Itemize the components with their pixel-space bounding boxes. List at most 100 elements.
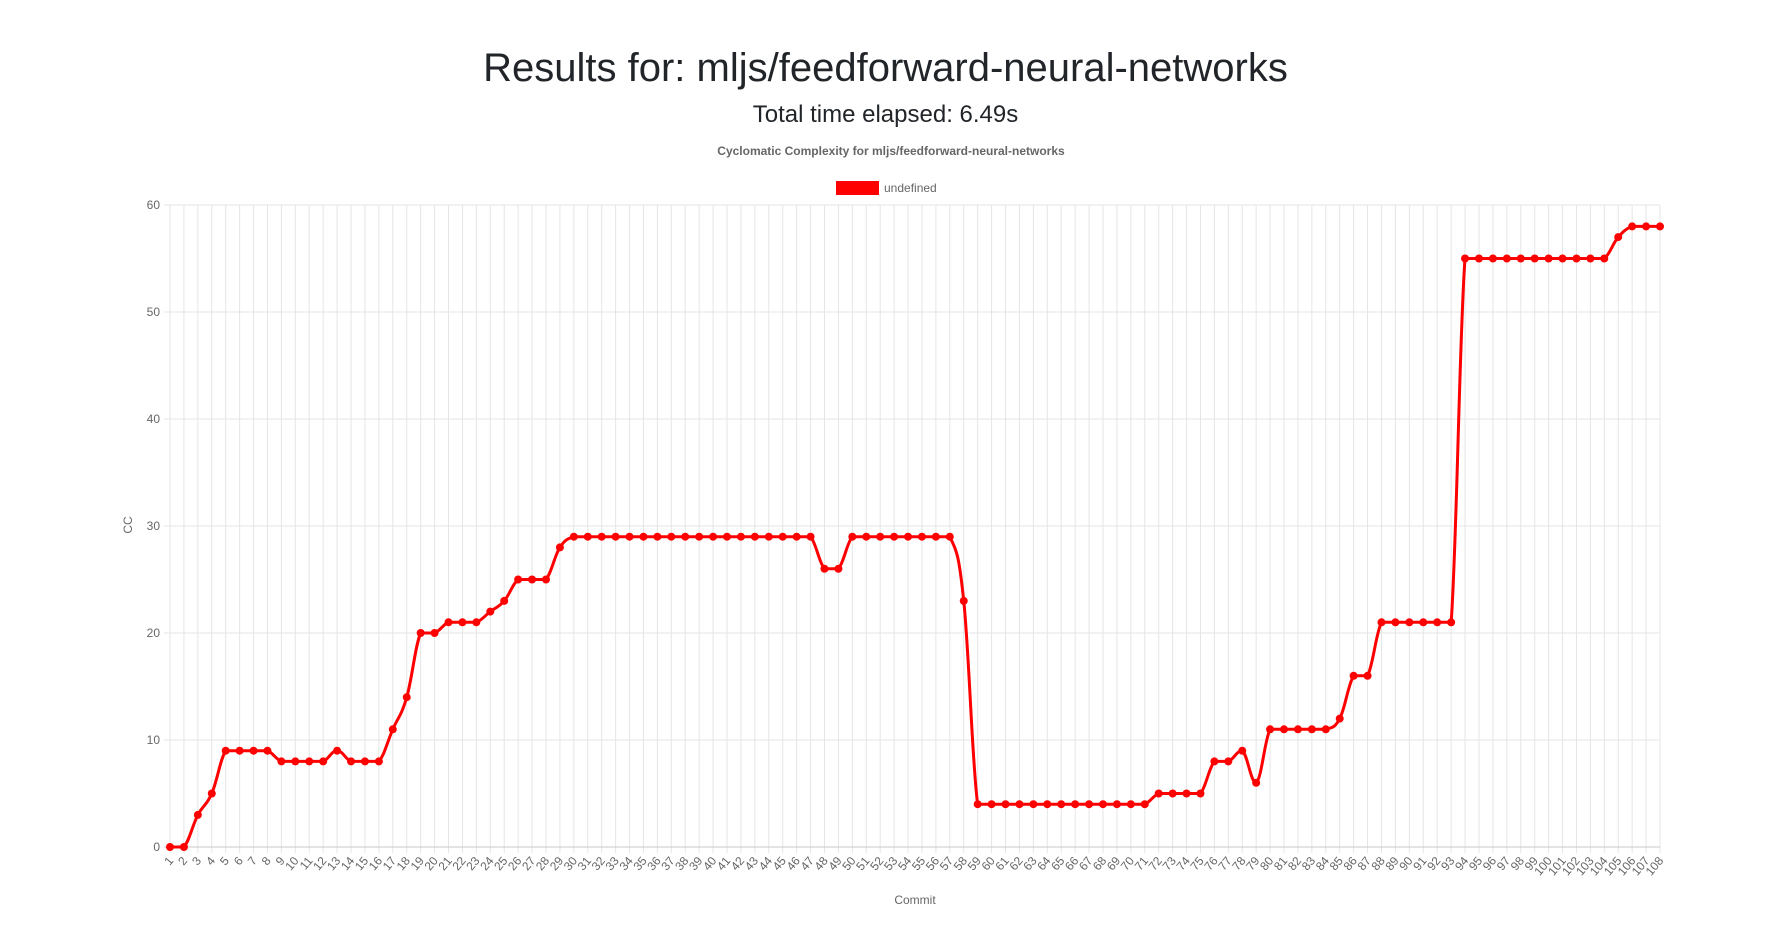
data-point[interactable] [987, 800, 996, 809]
data-point[interactable] [374, 757, 383, 766]
data-point[interactable] [1363, 671, 1372, 680]
data-point[interactable] [778, 532, 787, 541]
data-point[interactable] [444, 618, 453, 627]
data-point[interactable] [583, 532, 592, 541]
data-point[interactable] [667, 532, 676, 541]
data-point[interactable] [360, 757, 369, 766]
data-point[interactable] [1349, 671, 1358, 680]
data-point[interactable] [1154, 789, 1163, 798]
data-point[interactable] [388, 725, 397, 734]
data-point[interactable] [806, 532, 815, 541]
data-point[interactable] [1461, 254, 1470, 263]
data-point[interactable] [848, 532, 857, 541]
data-point[interactable] [1071, 800, 1080, 809]
data-point[interactable] [1266, 725, 1275, 734]
data-point[interactable] [723, 532, 732, 541]
data-point[interactable] [347, 757, 356, 766]
data-point[interactable] [1530, 254, 1539, 263]
data-point[interactable] [1210, 757, 1219, 766]
data-point[interactable] [166, 843, 174, 851]
data-point[interactable] [681, 532, 690, 541]
data-point[interactable] [1433, 618, 1442, 627]
data-point[interactable] [472, 618, 481, 627]
data-point[interactable] [486, 607, 495, 616]
data-point[interactable] [1293, 725, 1302, 734]
data-point[interactable] [319, 757, 328, 766]
data-point[interactable] [1614, 233, 1623, 242]
data-point[interactable] [1307, 725, 1316, 734]
data-point[interactable] [305, 757, 314, 766]
data-point[interactable] [792, 532, 801, 541]
data-point[interactable] [1558, 254, 1567, 263]
data-point[interactable] [555, 543, 564, 552]
data-point[interactable] [1168, 789, 1177, 798]
data-point[interactable] [1043, 800, 1052, 809]
data-point[interactable] [1057, 800, 1066, 809]
data-point[interactable] [750, 532, 759, 541]
data-point[interactable] [1238, 746, 1247, 755]
data-point[interactable] [1182, 789, 1191, 798]
data-point[interactable] [959, 596, 968, 605]
data-point[interactable] [193, 810, 202, 819]
data-point[interactable] [1502, 254, 1511, 263]
data-point[interactable] [1140, 800, 1149, 809]
data-point[interactable] [1391, 618, 1400, 627]
data-point[interactable] [1586, 254, 1595, 263]
data-point[interactable] [1029, 800, 1038, 809]
data-point[interactable] [931, 532, 940, 541]
data-point[interactable] [973, 800, 982, 809]
data-point[interactable] [820, 564, 829, 573]
data-point[interactable] [207, 789, 216, 798]
data-point[interactable] [1196, 789, 1205, 798]
data-point[interactable] [249, 746, 258, 755]
data-point[interactable] [1377, 618, 1386, 627]
data-point[interactable] [528, 575, 537, 584]
data-point[interactable] [1335, 714, 1344, 723]
data-point[interactable] [221, 746, 230, 755]
data-point[interactable] [1001, 800, 1010, 809]
data-point[interactable] [1126, 800, 1135, 809]
data-point[interactable] [1488, 254, 1497, 263]
data-point[interactable] [179, 843, 188, 851]
data-point[interactable] [736, 532, 745, 541]
data-point[interactable] [1321, 725, 1330, 734]
data-point[interactable] [402, 693, 411, 702]
data-point[interactable] [834, 564, 843, 573]
data-point[interactable] [1544, 254, 1553, 263]
data-point[interactable] [1280, 725, 1289, 734]
data-point[interactable] [458, 618, 467, 627]
data-point[interactable] [1224, 757, 1233, 766]
data-point[interactable] [1419, 618, 1428, 627]
legend[interactable]: undefined [836, 181, 937, 195]
data-point[interactable] [1405, 618, 1414, 627]
data-point[interactable] [1085, 800, 1094, 809]
data-point[interactable] [1447, 618, 1456, 627]
data-point[interactable] [1015, 800, 1024, 809]
data-point[interactable] [695, 532, 704, 541]
data-point[interactable] [639, 532, 648, 541]
data-point[interactable] [862, 532, 871, 541]
data-point[interactable] [1098, 800, 1107, 809]
data-point[interactable] [291, 757, 300, 766]
data-point[interactable] [541, 575, 550, 584]
data-point[interactable] [625, 532, 634, 541]
data-point[interactable] [597, 532, 606, 541]
data-point[interactable] [890, 532, 899, 541]
data-point[interactable] [611, 532, 620, 541]
data-point[interactable] [277, 757, 286, 766]
data-point[interactable] [1656, 222, 1664, 231]
data-point[interactable] [569, 532, 578, 541]
data-point[interactable] [1642, 222, 1651, 231]
data-point[interactable] [416, 629, 425, 637]
data-point[interactable] [333, 746, 342, 755]
data-point[interactable] [876, 532, 885, 541]
data-point[interactable] [500, 596, 509, 605]
data-point[interactable] [1252, 778, 1261, 787]
data-point[interactable] [764, 532, 773, 541]
data-point[interactable] [1600, 254, 1609, 263]
data-point[interactable] [1516, 254, 1525, 263]
data-point[interactable] [1112, 800, 1121, 809]
data-point[interactable] [514, 575, 523, 584]
data-point[interactable] [235, 746, 244, 755]
data-point[interactable] [917, 532, 926, 541]
